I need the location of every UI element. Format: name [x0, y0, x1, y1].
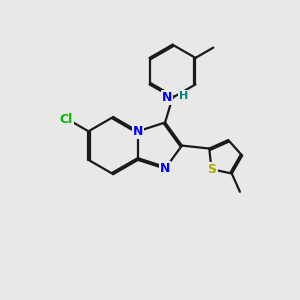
Text: N: N: [160, 162, 170, 175]
Text: N: N: [133, 125, 143, 138]
Text: S: S: [208, 163, 217, 176]
Text: Cl: Cl: [59, 113, 73, 126]
Text: N: N: [162, 91, 172, 103]
Text: H: H: [179, 91, 188, 101]
